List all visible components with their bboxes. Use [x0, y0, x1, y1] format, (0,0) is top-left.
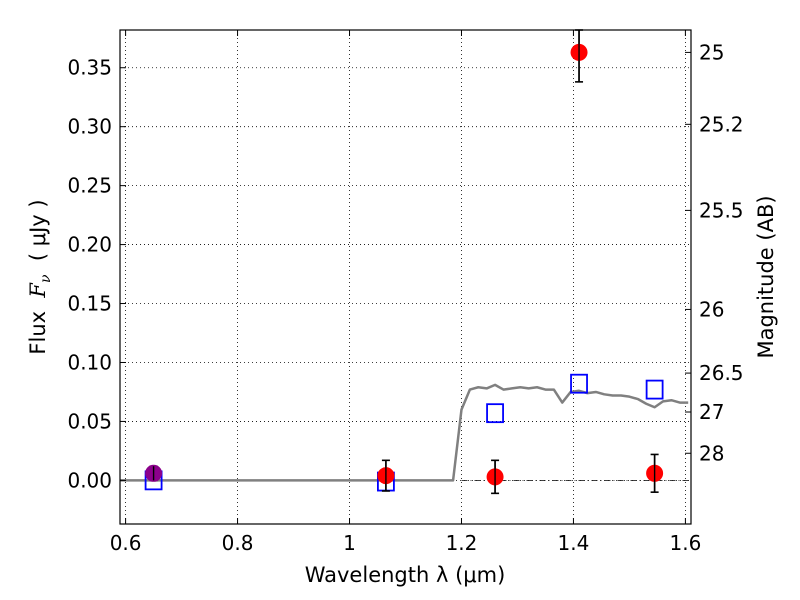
y-tick-label: 0.20: [67, 233, 112, 257]
right-axis-label: Magnitude (AB): [754, 195, 778, 358]
x-tick-label: 0.6: [110, 531, 142, 555]
x-tick-label: 1.4: [558, 531, 590, 555]
y-axis-label: Flux Fν ( μJy ): [26, 199, 54, 354]
right-tick-label: 26.5: [699, 361, 744, 385]
plot-frame: [119, 29, 692, 525]
y-tick-label: 0.00: [67, 468, 112, 492]
right-tick-label: 25.2: [699, 112, 744, 136]
x-tick-label: 1.6: [669, 531, 701, 555]
data-marks: [120, 29, 691, 495]
y-axis-label-prefix: Flux: [26, 298, 50, 355]
model-spectrum-line: [120, 383, 689, 482]
y-tick-label: 0.15: [67, 292, 112, 316]
y-tick-label: 0.05: [67, 409, 112, 433]
plot-background: [120, 30, 691, 524]
y-axis-label-subscript: ν: [38, 274, 54, 283]
model-photometry-square: [645, 379, 664, 400]
right-tick-label: 26: [699, 297, 724, 321]
right-tick-label: 25.5: [699, 198, 744, 222]
right-tick-label: 25: [699, 40, 724, 64]
x-tick-label: 0.8: [222, 531, 254, 555]
right-tick-label: 28: [699, 441, 724, 465]
x-tick-label: 1: [343, 531, 356, 555]
right-tick-label: 27: [699, 400, 724, 424]
y-tick-label: 0.30: [67, 115, 112, 139]
x-tick-label: 1.2: [446, 531, 478, 555]
model-photometry-square: [570, 373, 588, 394]
model-photometry-square: [486, 403, 504, 424]
y-tick-label: 0.10: [67, 350, 112, 374]
y-tick-label: 0.25: [67, 174, 112, 198]
y-axis-label-symbol: F: [26, 282, 50, 299]
axis-ticks: 0.6 0.8 1 1.2 1.4 1.6 0.00 0.05 0.10 0.15 0.20 0.25…: [67, 30, 744, 555]
x-axis-label: Wavelength λ (μm): [305, 563, 506, 587]
y-tick-label: 0.35: [67, 56, 112, 80]
y-axis-label-suffix: ( μJy ): [26, 199, 50, 274]
